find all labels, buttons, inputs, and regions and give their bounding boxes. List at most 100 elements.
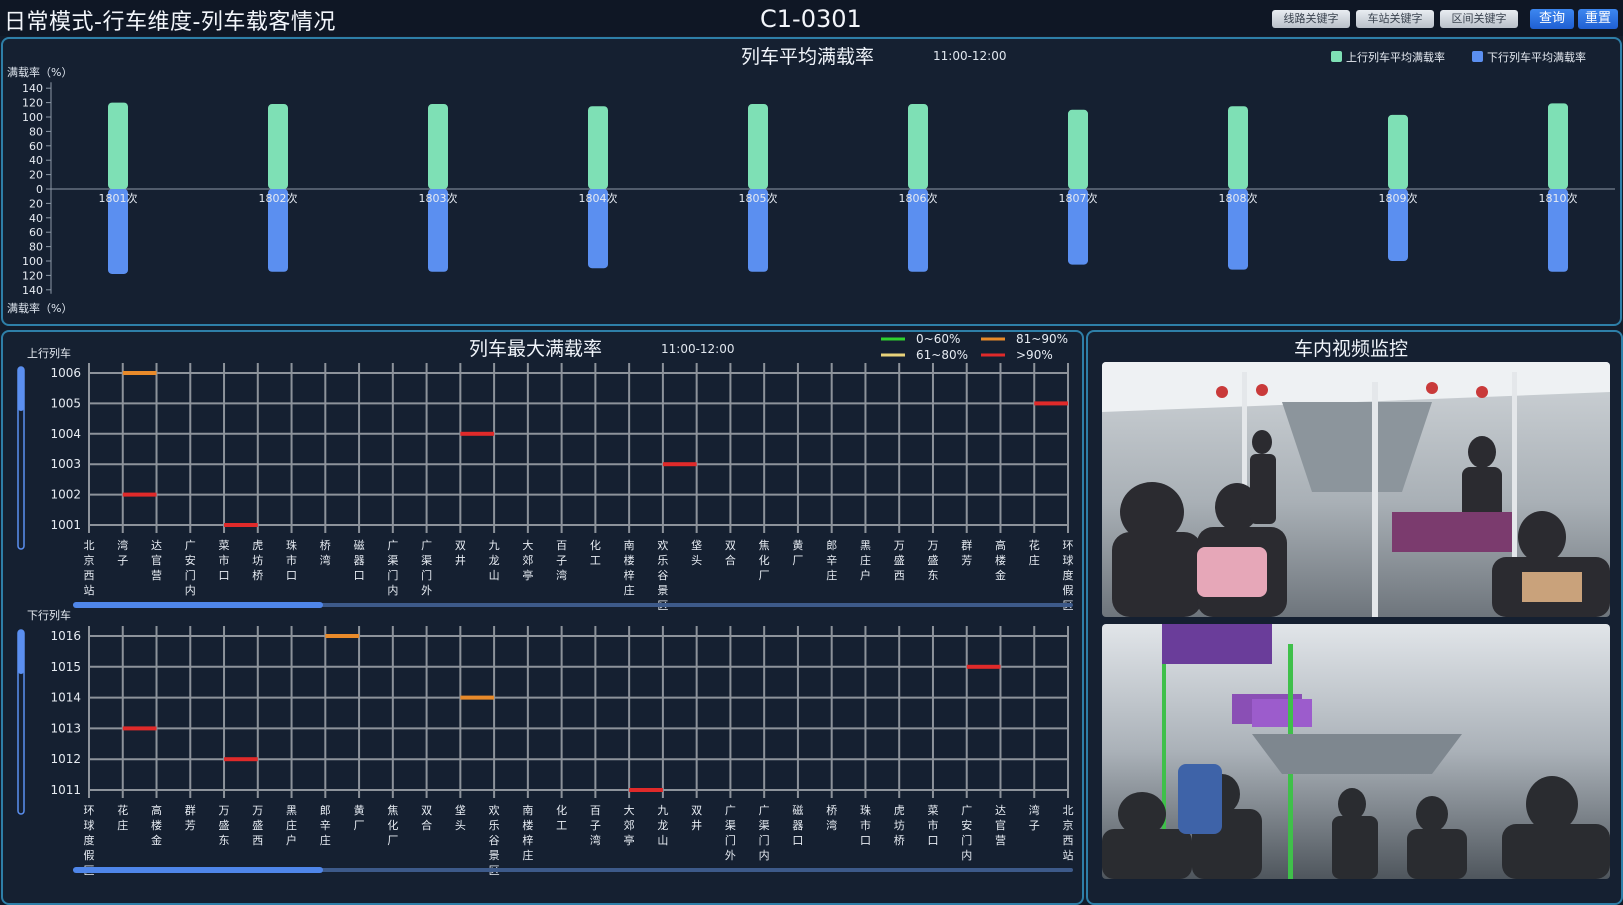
line-keyword-button[interactable]: 线路关键字 [1272, 10, 1350, 28]
down-grid-station-label: 黑庄户 [286, 804, 297, 847]
down-grid-station-label: 珠市口 [860, 803, 871, 847]
avg-ytick-label: 20 [29, 169, 43, 182]
down-grid-station-label: 群芳 [185, 803, 196, 832]
avg-ytick-label: 40 [29, 212, 43, 225]
down-grid-load-mark [966, 664, 1001, 669]
avg-bar-up [588, 106, 608, 189]
avg-category-label: 1801次 [99, 191, 138, 205]
down-grid-station-label: 万盛西 [252, 804, 263, 847]
max-panel-title: 列车最大满载率 [469, 338, 603, 360]
down-grid-section-label: 下行列车 [27, 608, 71, 622]
avg-ytick-label: 100 [22, 255, 43, 268]
up-grid-row-label: 1002 [50, 488, 81, 502]
down-grid-station-label: 花庄 [117, 804, 128, 832]
up-grid-station-label: 郎辛庄 [826, 538, 837, 582]
down-grid-load-mark [122, 726, 157, 731]
down-grid-station-label: 湾子 [1029, 803, 1040, 832]
legend-label-0: 0~60% [916, 332, 960, 346]
down-grid-row-label: 1016 [50, 629, 81, 643]
legend-up[interactable]: 上行列车平均满载率 [1331, 49, 1445, 65]
video-feed-1[interactable] [1102, 362, 1610, 617]
avg-category-label: 1809次 [1379, 191, 1418, 205]
up-grid-row-label: 1001 [50, 518, 81, 532]
legend-down-swatch [1472, 51, 1483, 62]
up-grid-load-mark [460, 431, 495, 436]
down-grid-station-label: 虎坊桥 [894, 804, 905, 847]
down-grid-load-mark [224, 757, 258, 762]
down-grid-station-label: 高楼金 [151, 803, 162, 847]
legend-down-label: 下行列车平均满载率 [1487, 51, 1586, 64]
up-grid-station-label: 达官营 [151, 539, 162, 582]
up-grid-load-mark [122, 492, 157, 497]
avg-bar-up [1388, 114, 1408, 189]
down-grid-hscroll-thumb [73, 867, 323, 873]
down-grid-station-label: 焦化厂 [387, 804, 398, 847]
reset-button[interactable]: 重置 [1578, 9, 1618, 29]
up-grid-hscroll-thumb [73, 602, 323, 608]
down-grid-station-label: 环球度假区 [84, 804, 95, 877]
down-grid-station-label: 广渠门内 [759, 804, 770, 862]
up-grid-station-label: 双井 [455, 539, 466, 567]
avg-category-label: 1807次 [1059, 191, 1098, 205]
down-grid-station-label: 桥湾 [826, 804, 837, 832]
legend-down[interactable]: 下行列车平均满载率 [1472, 49, 1586, 65]
up-grid-row-label: 1006 [50, 366, 81, 380]
avg-ytick-label: 140 [22, 82, 43, 95]
up-grid-station-label: 磁器口 [354, 539, 365, 582]
up-grid-station-label: 虎坊桥 [252, 539, 263, 582]
up-grid-station-label: 环球度假区 [1063, 539, 1074, 612]
down-grid-station-label: 磁器口 [792, 804, 803, 847]
avg-bar-down [588, 189, 608, 269]
down-grid-row-label: 1013 [50, 721, 81, 735]
station-keyword-button[interactable]: 车站关键字 [1356, 10, 1434, 28]
avg-bar-down [748, 189, 768, 272]
up-grid-load-mark [1034, 401, 1068, 406]
down-grid-station-label: 北京西站 [1063, 804, 1074, 862]
down-grid-station-label: 垡头 [455, 803, 466, 832]
video-panel: 车内视频监控 [1086, 330, 1623, 905]
down-grid: 下行列车 1016 1015 1014 1013 1012 1011环球度假区 花庄 高楼金 群芳… [17, 608, 1074, 877]
avg-bar-down [1228, 189, 1248, 270]
legend-label-3: >90% [1016, 348, 1053, 362]
up-grid-station-label: 广安门内 [185, 539, 196, 597]
avg-bar-up [1548, 103, 1568, 189]
avg-bar-up [1228, 106, 1248, 189]
avg-bar-up [748, 104, 768, 189]
legend-label-1: 81~90% [1016, 332, 1068, 346]
avg-ytick-label: 100 [22, 111, 43, 124]
up-grid-load-mark [122, 371, 157, 375]
up-grid-station-label: 北京西站 [84, 539, 95, 597]
avg-ytick-label: 140 [22, 284, 43, 297]
section-keyword-button[interactable]: 区间关键字 [1440, 10, 1518, 28]
up-grid-station-label: 菜市口 [219, 539, 230, 582]
up-grid-station-label: 化工 [590, 538, 601, 567]
avg-bar-down [108, 189, 128, 274]
max-panel-time: 11:00-12:00 [661, 342, 735, 356]
down-grid-station-label: 达官营 [995, 804, 1006, 847]
up-grid-station-label: 垡头 [691, 538, 702, 567]
up-grid-station-label: 广渠门外 [421, 539, 432, 597]
avg-category-label: 1802次 [259, 191, 298, 205]
avg-ylabel-top: 满载率（%） [7, 65, 72, 79]
video-feed-2[interactable] [1102, 624, 1610, 879]
up-grid-station-label: 黄厂 [792, 538, 803, 567]
down-grid-station-label: 郎辛庄 [320, 803, 331, 847]
down-grid-load-mark [460, 695, 495, 700]
avg-bar-down [1548, 189, 1568, 272]
avg-ytick-label: 40 [29, 154, 43, 167]
avg-ytick-label: 120 [22, 269, 43, 282]
up-grid-station-label: 群芳 [961, 538, 972, 567]
up-grid-station-label: 南楼梓庄 [624, 539, 635, 597]
avg-bar-down [268, 189, 288, 272]
avg-ytick-label: 80 [29, 125, 43, 138]
avg-ytick-label: 60 [29, 226, 43, 239]
up-grid-vscroll-thumb [18, 367, 24, 411]
up-grid-station-label: 桥湾 [320, 539, 331, 567]
page-title: 日常模式-行车维度-列车载客情况 [4, 10, 336, 35]
down-grid-station-label: 菜市口 [927, 804, 938, 847]
down-grid-row-label: 1012 [50, 752, 81, 766]
query-button[interactable]: 查询 [1530, 9, 1574, 29]
max-load-panel: 列车最大满载率 11:00-12:00 0~60% 81~90% 61~80% >90… [1, 330, 1084, 905]
avg-ylabel-bottom: 满载率（%） [7, 301, 72, 315]
